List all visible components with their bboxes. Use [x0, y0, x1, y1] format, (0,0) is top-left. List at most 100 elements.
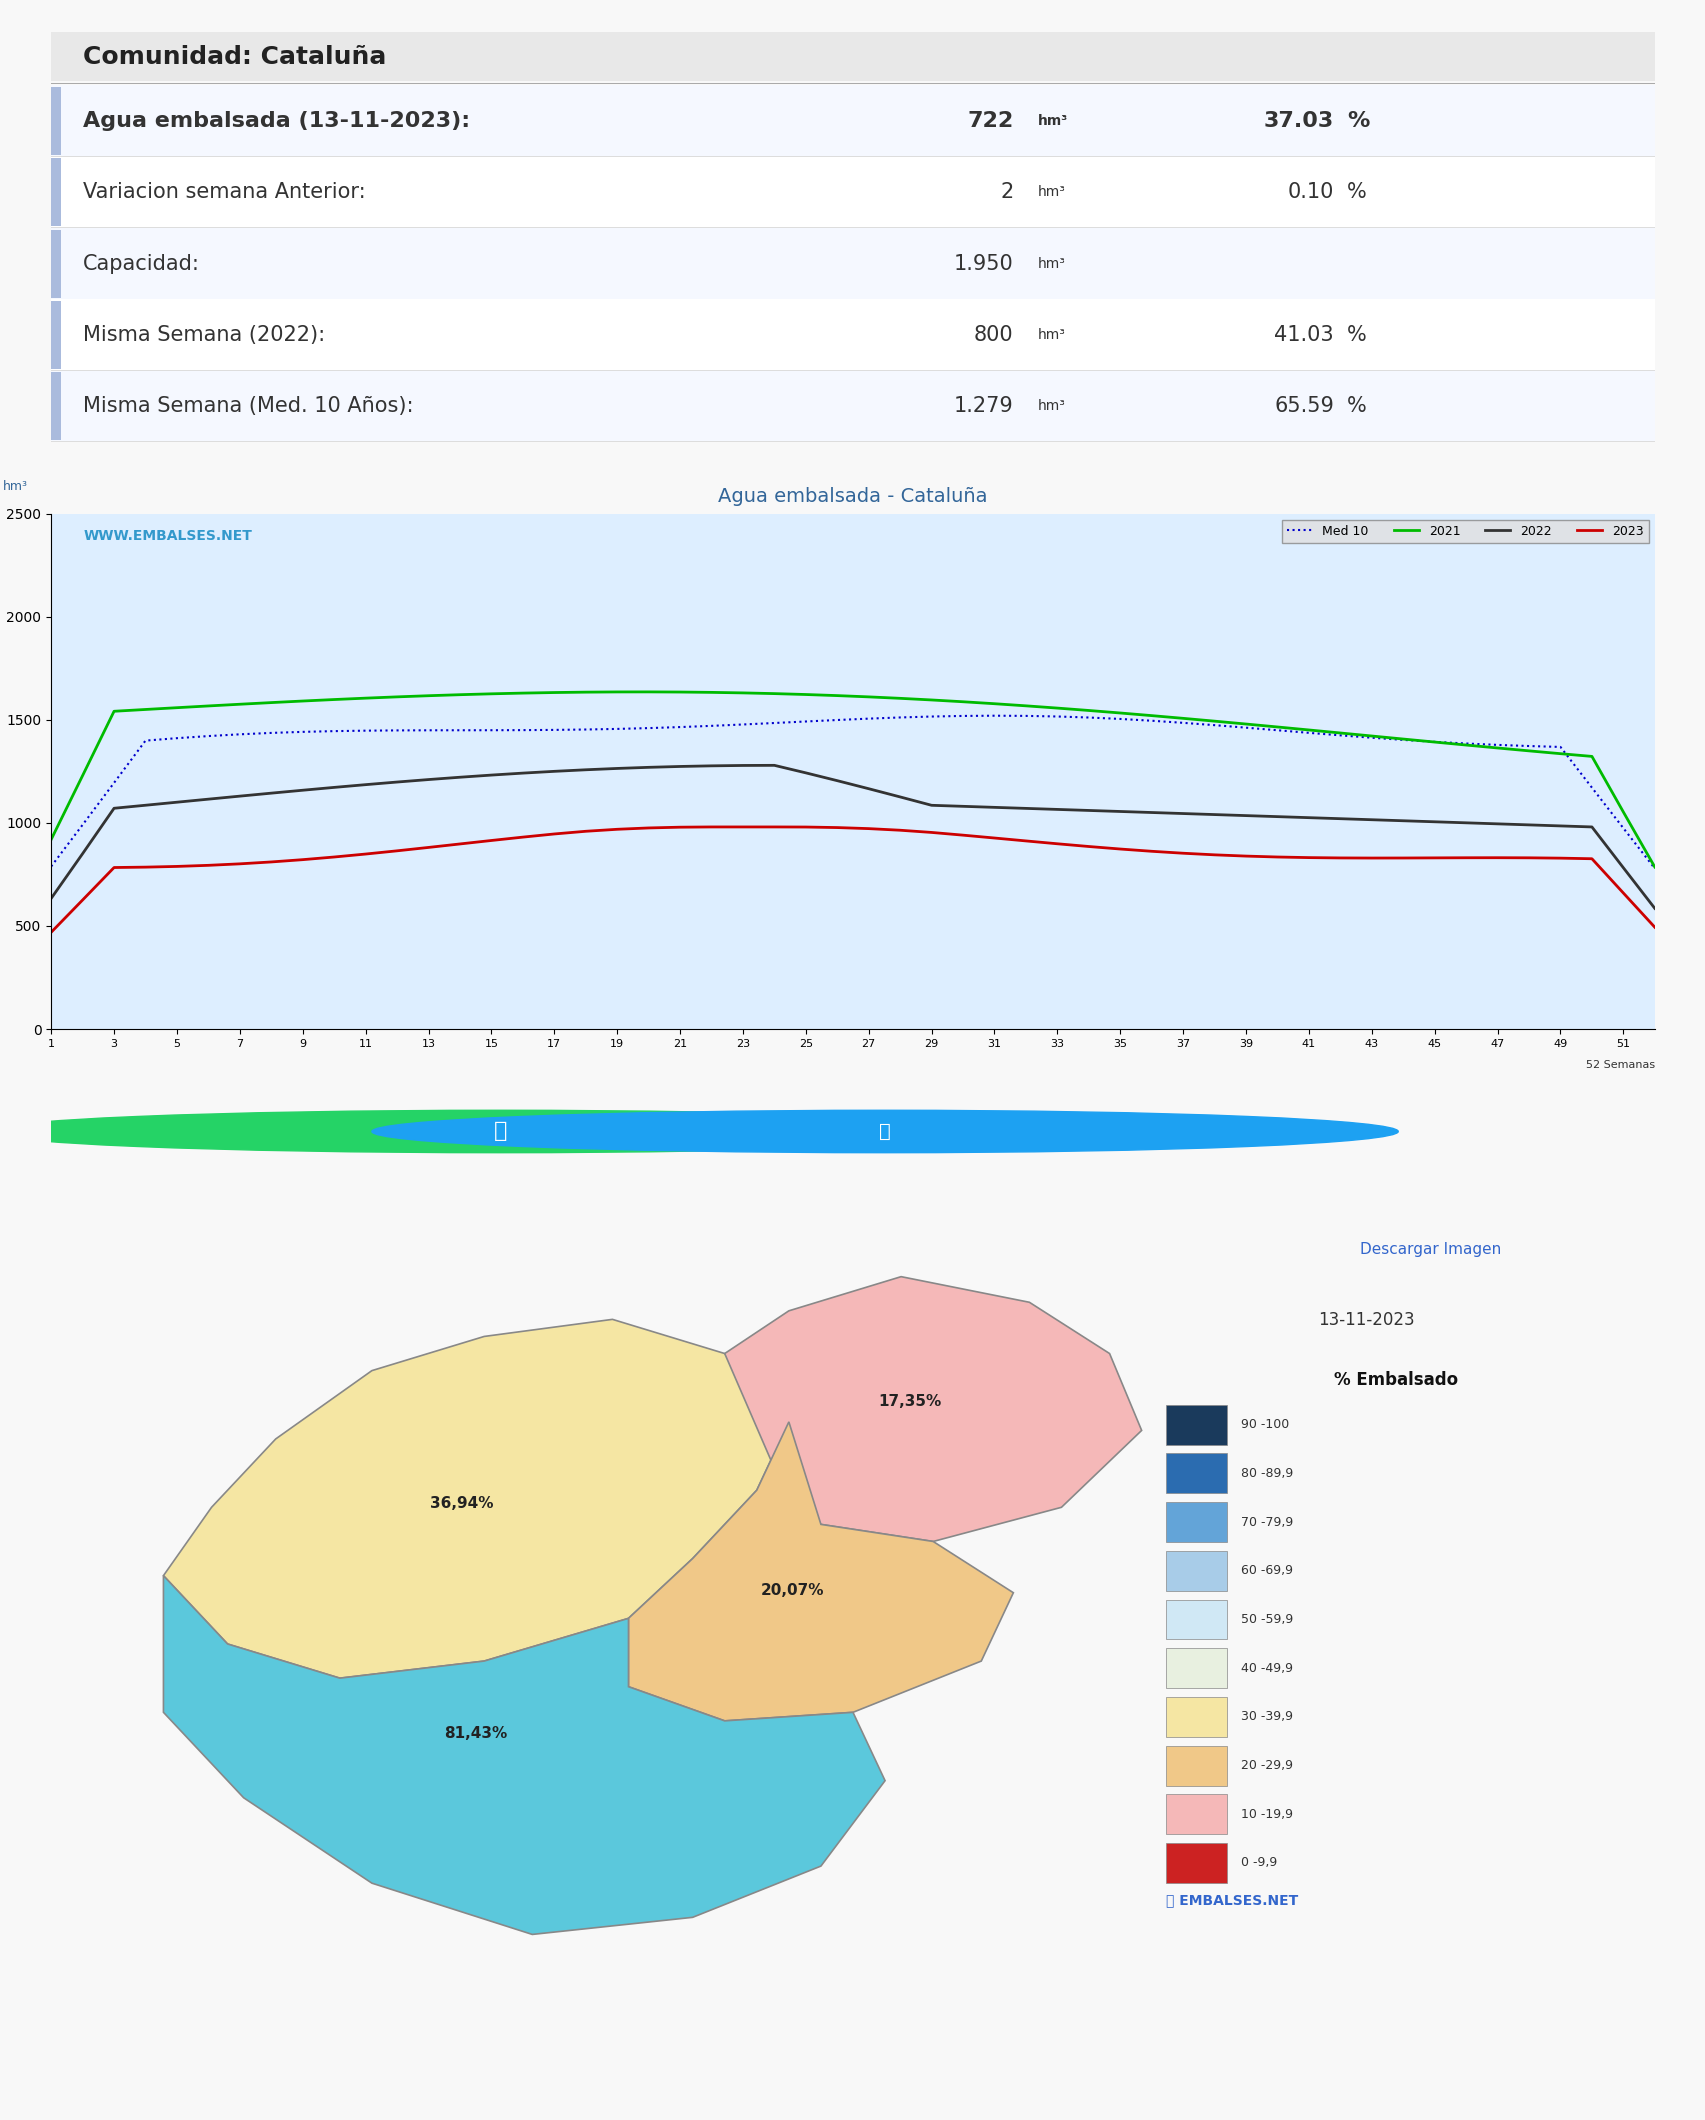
Bar: [1165, 1406, 1226, 1444]
Text: 📞: 📞: [493, 1121, 506, 1141]
Text: 0 -9,9: 0 -9,9: [1240, 1857, 1277, 1870]
Text: Capacidad:: Capacidad:: [84, 254, 199, 273]
Bar: [1165, 1794, 1226, 1834]
Bar: [1165, 1552, 1226, 1590]
Bar: [1165, 1647, 1226, 1688]
Line: 2022: 2022: [51, 765, 1654, 907]
2022: [1047, 797, 1067, 823]
Text: 1.279: 1.279: [953, 396, 1013, 416]
Text: %: %: [1347, 324, 1366, 346]
Bar: [51, 229, 1654, 299]
2022: [827, 767, 847, 793]
2022: [607, 755, 627, 780]
Text: 36,94%: 36,94%: [430, 1497, 493, 1512]
Bar: [51, 301, 61, 369]
Text: Variacion semana Anterior:: Variacion semana Anterior:: [84, 182, 365, 201]
Bar: [51, 159, 61, 227]
2023: [701, 814, 721, 840]
Line: Med 10: Med 10: [51, 717, 1654, 869]
2023: [1550, 846, 1570, 871]
Text: Misma Semana (Med. 10 Años):: Misma Semana (Med. 10 Años):: [84, 396, 414, 416]
Text: 2: 2: [999, 182, 1013, 201]
Polygon shape: [725, 1276, 1141, 1541]
Text: 70 -79,9: 70 -79,9: [1240, 1516, 1292, 1529]
2022: [167, 789, 188, 814]
2021: [41, 827, 61, 852]
Text: 1.950: 1.950: [953, 254, 1013, 273]
Bar: [51, 299, 1654, 371]
Med 10: [41, 854, 61, 880]
Text: 37.03: 37.03: [1263, 110, 1333, 131]
Polygon shape: [164, 1575, 885, 1933]
Bar: [51, 157, 1654, 229]
Text: 10 -19,9: 10 -19,9: [1240, 1808, 1292, 1821]
Text: hm³: hm³: [1037, 184, 1064, 199]
Bar: [51, 85, 1654, 157]
2022: [764, 753, 784, 778]
Text: 722: 722: [967, 110, 1013, 131]
Med 10: [1047, 704, 1067, 729]
Text: %: %: [1347, 396, 1366, 416]
Text: 52 Semanas: 52 Semanas: [1584, 1060, 1654, 1071]
2021: [1644, 854, 1664, 880]
Med 10: [1644, 856, 1664, 882]
2021: [827, 683, 847, 708]
2023: [1644, 914, 1664, 939]
Circle shape: [0, 1111, 1013, 1153]
2022: [41, 886, 61, 912]
Polygon shape: [164, 1319, 788, 1679]
Bar: [51, 87, 61, 155]
Text: 81,43%: 81,43%: [443, 1726, 506, 1741]
Title: Agua embalsada - Cataluña: Agua embalsada - Cataluña: [718, 488, 987, 507]
Bar: [1165, 1696, 1226, 1736]
Text: Misma Semana (2022):: Misma Semana (2022):: [84, 324, 326, 346]
Text: %: %: [1347, 110, 1369, 131]
Text: 30 -39,9: 30 -39,9: [1240, 1711, 1292, 1724]
2023: [1047, 831, 1067, 856]
Text: 80 -89,9: 80 -89,9: [1240, 1467, 1292, 1480]
Med 10: [167, 725, 188, 750]
Text: Descargar Imagen: Descargar Imagen: [1359, 1242, 1500, 1257]
Text: 90 -100: 90 -100: [1240, 1418, 1289, 1431]
Bar: [51, 32, 1654, 81]
Bar: [1165, 1503, 1226, 1541]
Text: 41.03: 41.03: [1274, 324, 1333, 346]
Text: Agua embalsada (13-11-2023):: Agua embalsada (13-11-2023):: [84, 110, 471, 131]
2021: [167, 695, 188, 721]
Med 10: [1550, 734, 1570, 759]
Med 10: [984, 704, 1004, 729]
Circle shape: [372, 1111, 1398, 1153]
Polygon shape: [627, 1423, 1013, 1721]
Text: 50 -59,9: 50 -59,9: [1240, 1613, 1292, 1626]
Bar: [51, 373, 61, 441]
2021: [1550, 742, 1570, 767]
Med 10: [607, 717, 627, 742]
Text: 20 -29,9: 20 -29,9: [1240, 1760, 1292, 1772]
Bar: [1165, 1842, 1226, 1883]
Text: hm³: hm³: [1037, 114, 1067, 127]
Text: hm³: hm³: [1037, 257, 1064, 271]
Text: %: %: [1347, 182, 1366, 201]
Med 10: [795, 708, 815, 734]
2023: [827, 814, 847, 840]
2023: [1110, 835, 1130, 861]
2023: [41, 920, 61, 946]
2021: [1110, 700, 1130, 725]
Text: % Embalsado: % Embalsado: [1333, 1372, 1458, 1389]
Text: 20,07%: 20,07%: [760, 1584, 824, 1598]
Text: 60 -69,9: 60 -69,9: [1240, 1565, 1292, 1577]
Text: hm³: hm³: [1037, 329, 1064, 341]
Text: 🐦: 🐦: [878, 1121, 890, 1141]
Text: 65.59: 65.59: [1274, 396, 1333, 416]
Text: 0.10: 0.10: [1287, 182, 1333, 201]
Bar: [1165, 1601, 1226, 1639]
2021: [607, 678, 627, 704]
Med 10: [1110, 706, 1130, 731]
2023: [607, 816, 627, 842]
2023: [167, 854, 188, 880]
Text: WWW.EMBALSES.NET: WWW.EMBALSES.NET: [84, 530, 252, 543]
2022: [1110, 799, 1130, 825]
Line: 2021: 2021: [51, 691, 1654, 867]
Text: hm³: hm³: [1037, 399, 1064, 413]
Text: 13-11-2023: 13-11-2023: [1316, 1310, 1413, 1329]
